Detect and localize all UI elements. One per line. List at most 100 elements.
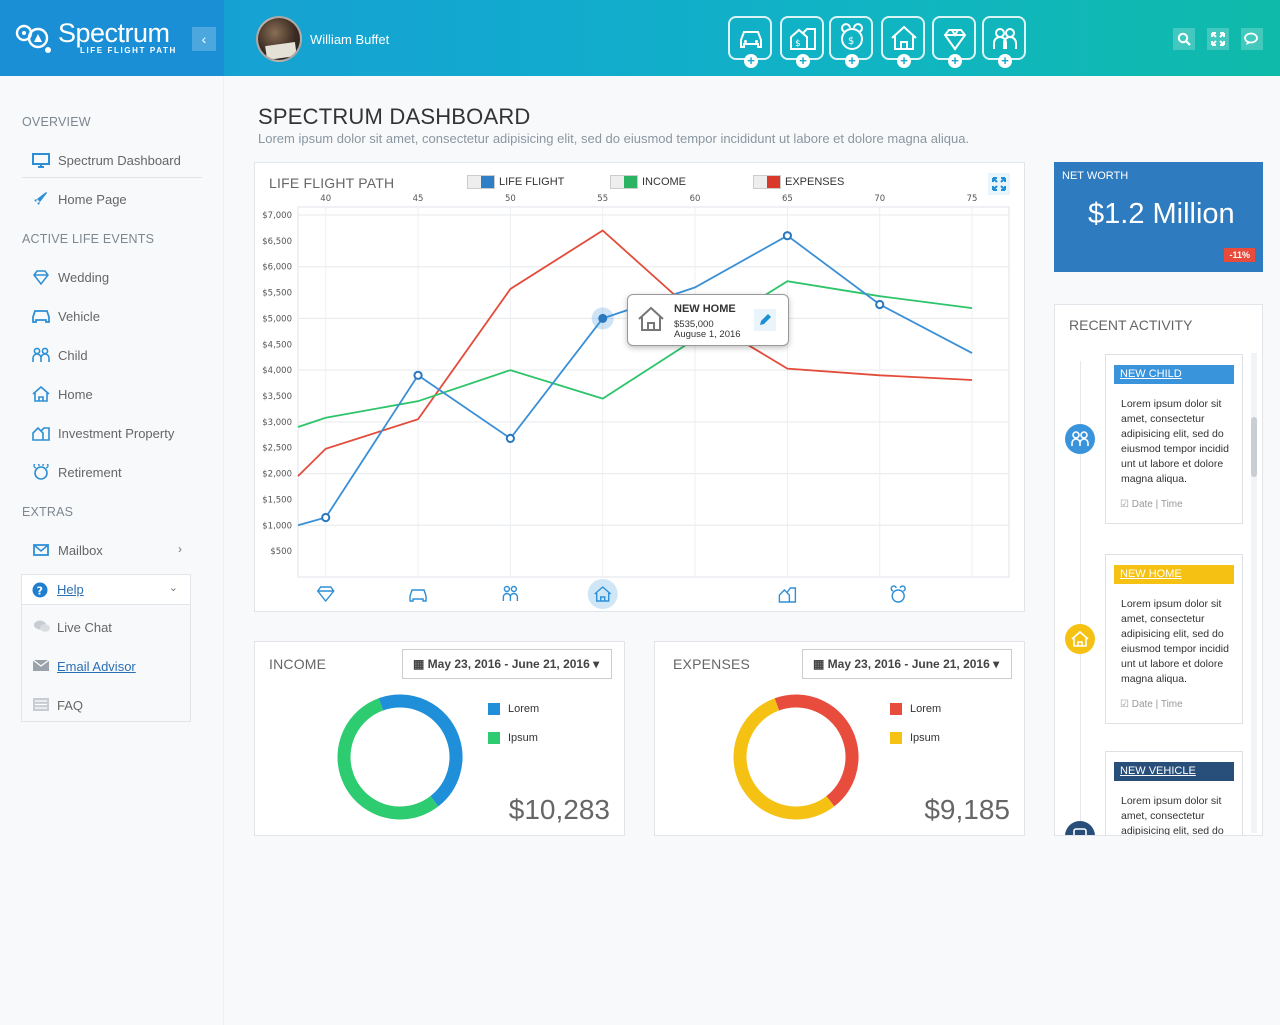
data-point bbox=[413, 370, 423, 380]
investment-property-icon bbox=[778, 587, 797, 603]
activity-date-time: Date | Time bbox=[1131, 499, 1183, 510]
sidebar-item-home-page[interactable]: Home Page bbox=[22, 181, 202, 217]
sidebar-item-label: Vehicle bbox=[58, 309, 100, 324]
plot-area bbox=[297, 206, 1010, 578]
sidebar-item-help[interactable]: ? Help ⌄ bbox=[22, 575, 190, 605]
legend-swatch bbox=[890, 732, 902, 745]
sidebar-item-mailbox[interactable]: Mailbox › bbox=[22, 532, 202, 568]
sidebar-item-spectrum-dashboard[interactable]: Spectrum Dashboard bbox=[22, 142, 202, 178]
expenses-date-range-button[interactable]: ▦ May 23, 2016 - June 21, 2016 ▾ bbox=[802, 649, 1012, 679]
calendar-icon: ▦ bbox=[813, 657, 828, 671]
net-worth-card[interactable]: NET WORTH $1.2 Million -11% bbox=[1054, 162, 1263, 272]
net-worth-change-badge: -11% bbox=[1224, 248, 1255, 262]
avatar[interactable] bbox=[256, 16, 302, 62]
donut-slice bbox=[337, 694, 463, 820]
add-investment-property-button[interactable]: $ + bbox=[780, 16, 824, 68]
expand-icon bbox=[992, 177, 1006, 191]
sidebar-item-child[interactable]: Child bbox=[22, 337, 202, 373]
legend-life-flight[interactable]: LIFE FLIGHT bbox=[467, 175, 564, 189]
sidebar-item-label: Retirement bbox=[58, 465, 122, 480]
activity-tag[interactable]: NEW CHILD bbox=[1114, 365, 1234, 384]
income-donut-chart bbox=[337, 694, 463, 820]
data-point bbox=[782, 231, 792, 241]
sidebar-section-active-life-events: ACTIVE LIFE EVENTS bbox=[22, 232, 155, 246]
add-home-button[interactable]: + bbox=[881, 16, 925, 68]
sidebar-item-label: Home bbox=[58, 387, 93, 402]
activity-tag[interactable]: NEW HOME bbox=[1114, 565, 1234, 584]
y-tick-label: $2,500 bbox=[262, 444, 292, 454]
y-tick-label: $7,000 bbox=[262, 211, 292, 221]
activity-tag[interactable]: NEW VEHICLE bbox=[1114, 762, 1234, 781]
faq-icon bbox=[33, 698, 49, 711]
sidebar-item-faq[interactable]: FAQ bbox=[22, 693, 190, 721]
plus-icon: + bbox=[796, 54, 810, 68]
sidebar-collapse-button[interactable]: ‹ bbox=[192, 27, 216, 51]
add-retirement-button[interactable]: $ + bbox=[829, 16, 873, 68]
x-tick-label: 50 bbox=[505, 194, 516, 204]
add-wedding-button[interactable]: + bbox=[932, 16, 976, 68]
y-tick-label: $6,500 bbox=[262, 237, 292, 247]
chart-expand-button[interactable] bbox=[988, 173, 1010, 195]
child-icon bbox=[1071, 431, 1089, 446]
plus-icon: + bbox=[998, 54, 1012, 68]
activity-card-new-child[interactable]: NEW CHILD Lorem ipsum dolor sit amet, co… bbox=[1105, 354, 1243, 524]
svg-text:$: $ bbox=[795, 39, 801, 49]
fullscreen-button[interactable] bbox=[1207, 28, 1229, 50]
data-point bbox=[505, 433, 515, 444]
activity-text: Lorem ipsum dolor sit amet, consectetur … bbox=[1121, 398, 1229, 485]
recent-activity-panel: RECENT ACTIVITY NEW CHILD Lorem ipsum do… bbox=[1054, 304, 1263, 836]
recent-activity-title: RECENT ACTIVITY bbox=[1069, 317, 1193, 333]
date-range-label: May 23, 2016 - June 21, 2016 bbox=[827, 657, 990, 671]
activity-card-new-home[interactable]: NEW HOME Lorem ipsum dolor sit amet, con… bbox=[1105, 554, 1243, 724]
retirement-icon bbox=[33, 464, 49, 480]
sidebar-item-vehicle[interactable]: Vehicle bbox=[22, 298, 202, 334]
search-button[interactable] bbox=[1173, 28, 1195, 50]
plus-icon: + bbox=[897, 54, 911, 68]
chat-button[interactable] bbox=[1241, 28, 1263, 50]
legend-income[interactable]: INCOME bbox=[610, 175, 686, 189]
activity-card-new-vehicle[interactable]: NEW VEHICLE Lorem ipsum dolor sit amet, … bbox=[1105, 751, 1243, 835]
sidebar-section-extras: EXTRAS bbox=[22, 505, 74, 519]
y-tick-label: $3,500 bbox=[262, 392, 292, 402]
sidebar-item-wedding[interactable]: Wedding bbox=[22, 259, 202, 295]
sidebar-item-retirement[interactable]: Retirement bbox=[22, 454, 202, 490]
x-tick-label: 65 bbox=[782, 194, 793, 204]
retirement-icon bbox=[890, 585, 906, 603]
chat-icon bbox=[34, 620, 50, 632]
x-tick-label: 75 bbox=[967, 194, 978, 204]
pencil-icon bbox=[760, 314, 771, 325]
legend-swatch bbox=[467, 175, 495, 189]
net-worth-value: $1.2 Million bbox=[1088, 198, 1235, 230]
legend-label: Lorem bbox=[910, 703, 942, 715]
activity-scrollbar-track[interactable] bbox=[1251, 353, 1257, 833]
add-vehicle-button[interactable]: + bbox=[728, 16, 772, 68]
tooltip-edit-button[interactable] bbox=[754, 309, 776, 331]
sidebar-item-home[interactable]: Home bbox=[22, 376, 202, 412]
child-icon bbox=[32, 347, 50, 362]
sidebar-item-label: Email Advisor bbox=[57, 659, 136, 674]
x-tick-label: 40 bbox=[320, 194, 331, 204]
envelope-icon bbox=[33, 659, 49, 671]
add-child-button[interactable]: + bbox=[982, 16, 1026, 68]
chart-tooltip: NEW HOME $535,000 Auguse 1, 2016 bbox=[627, 294, 789, 346]
y-tick-label: $3,000 bbox=[262, 418, 292, 428]
life-flight-chart: $7,000 $6,500 $6,000 $5,500 $5,000 $4,500 $4,0… bbox=[262, 194, 1010, 609]
sidebar-item-live-chat[interactable]: Live Chat bbox=[22, 615, 190, 643]
tooltip-date: Auguse 1, 2016 bbox=[674, 329, 741, 340]
help-icon: ? bbox=[32, 582, 48, 598]
child-icon bbox=[993, 28, 1017, 49]
brand[interactable]: Spectrum LIFE FLIGHT PATH ‹ bbox=[0, 0, 224, 76]
data-point bbox=[321, 512, 331, 523]
help-submenu: ? Help ⌄ Live Chat Email Advisor FAQ bbox=[21, 574, 191, 722]
date-range-label: May 23, 2016 - June 21, 2016 bbox=[427, 657, 590, 671]
sidebar-item-email-advisor[interactable]: Email Advisor bbox=[22, 654, 190, 682]
activity-scrollbar-thumb[interactable] bbox=[1251, 417, 1257, 477]
legend-label: LIFE FLIGHT bbox=[499, 175, 565, 188]
legend-expenses[interactable]: EXPENSES bbox=[753, 175, 844, 189]
user-name[interactable]: William Buffet bbox=[310, 32, 390, 47]
income-date-range-button[interactable]: ▦ May 23, 2016 - June 21, 2016 ▾ bbox=[402, 649, 612, 679]
sidebar-item-label: Spectrum Dashboard bbox=[58, 153, 181, 168]
sidebar-item-investment-property[interactable]: Investment Property bbox=[22, 415, 202, 451]
svg-text:$: $ bbox=[848, 36, 854, 47]
legend-swatch bbox=[610, 175, 638, 189]
